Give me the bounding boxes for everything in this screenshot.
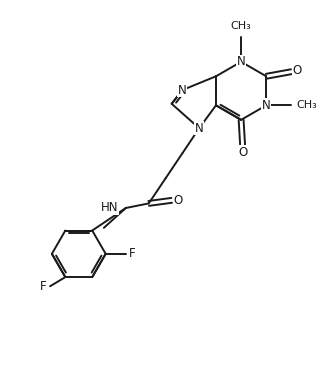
Text: O: O xyxy=(238,146,247,159)
Text: F: F xyxy=(40,280,46,293)
Text: N: N xyxy=(262,99,270,112)
Text: N: N xyxy=(237,55,245,68)
Text: O: O xyxy=(173,194,182,207)
Text: HN: HN xyxy=(101,202,118,215)
Text: O: O xyxy=(292,64,301,77)
Text: N: N xyxy=(178,84,187,96)
Text: N: N xyxy=(195,122,204,135)
Text: CH₃: CH₃ xyxy=(297,100,317,110)
Text: F: F xyxy=(129,247,136,260)
Text: CH₃: CH₃ xyxy=(231,21,251,31)
